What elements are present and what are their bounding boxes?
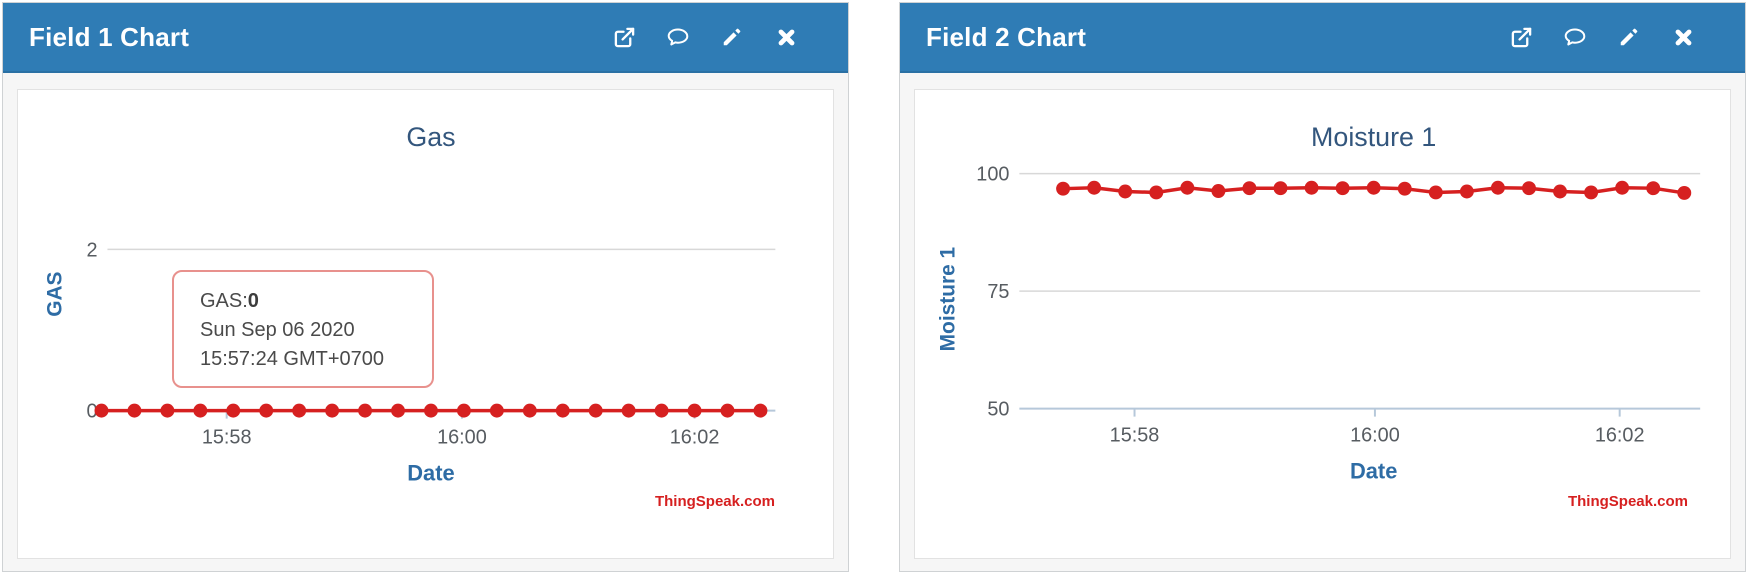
svg-text:GAS: GAS — [44, 271, 67, 316]
close-button[interactable] — [1671, 25, 1695, 49]
svg-text:Moisture 1: Moisture 1 — [1311, 122, 1436, 152]
svg-text:16:00: 16:00 — [437, 426, 487, 448]
panel-toolbar — [612, 25, 798, 49]
svg-text:75: 75 — [987, 281, 1009, 303]
panel-field1-header: Field 1 Chart — [3, 3, 848, 73]
panel-body: Gas GAS 0 2 15:58 16:00 16:02 Date GAS:0 Sun Se… — [3, 73, 848, 571]
comment-button[interactable] — [666, 25, 690, 49]
svg-text:15:58: 15:58 — [202, 426, 252, 448]
tooltip-time: 15:57:24 GMT+0700 — [200, 348, 385, 370]
svg-text:50: 50 — [987, 399, 1009, 421]
svg-text:100: 100 — [976, 164, 1009, 186]
open-external-button[interactable] — [1509, 25, 1533, 49]
edit-pencil-icon — [1620, 28, 1638, 46]
svg-text:Date: Date — [407, 460, 454, 485]
close-icon — [778, 29, 794, 45]
panel-field2: Field 2 Chart — [899, 2, 1746, 572]
svg-text:15:58: 15:58 — [1110, 424, 1160, 446]
svg-text:2: 2 — [86, 239, 97, 261]
panel-title: Field 1 Chart — [29, 21, 190, 52]
svg-text:0: 0 — [86, 401, 97, 423]
svg-text:Gas: Gas — [406, 122, 455, 152]
comment-icon — [1564, 28, 1586, 46]
panel-title: Field 2 Chart — [926, 21, 1087, 52]
thingspeak-link[interactable]: ThingSpeak.com — [1567, 493, 1688, 510]
close-icon — [1675, 29, 1691, 45]
svg-text:16:02: 16:02 — [670, 426, 720, 448]
gas-chart-container: Gas GAS 0 2 15:58 16:00 16:02 Date GAS:0 Sun Se… — [17, 89, 834, 559]
svg-text:Date: Date — [1350, 458, 1397, 483]
comment-icon — [667, 28, 689, 46]
tooltip-value: 0 — [247, 290, 259, 312]
edit-button[interactable] — [1617, 25, 1641, 49]
tooltip-value-line: GAS:0 — [200, 287, 422, 316]
close-button[interactable] — [774, 25, 798, 49]
panel-body: Moisture 1 Moisture 1 50 75 100 15:58 16:00 16:… — [900, 73, 1745, 571]
panel-field1: Field 1 Chart — [2, 2, 849, 572]
svg-text:16:00: 16:00 — [1350, 424, 1400, 446]
chart-tooltip: GAS:0 Sun Sep 06 2020 15:57:24 GMT+0700 — [172, 270, 434, 388]
tooltip-series-label: GAS: — [200, 290, 248, 312]
open-external-button[interactable] — [612, 25, 636, 49]
external-link-icon — [614, 27, 634, 47]
edit-button[interactable] — [720, 25, 744, 49]
external-link-icon — [1511, 27, 1531, 47]
moisture-line-chart[interactable]: Moisture 1 Moisture 1 50 75 100 15:58 16:00 16:… — [915, 90, 1730, 558]
tooltip-date: Sun Sep 06 2020 — [200, 319, 355, 341]
svg-text:Moisture 1: Moisture 1 — [937, 246, 960, 351]
panel-toolbar — [1509, 25, 1695, 49]
svg-text:16:02: 16:02 — [1595, 424, 1645, 446]
edit-pencil-icon — [723, 28, 741, 46]
panel-field2-header: Field 2 Chart — [900, 3, 1745, 73]
moisture-chart-container: Moisture 1 Moisture 1 50 75 100 15:58 16:00 16:… — [914, 89, 1731, 559]
gas-line-chart[interactable]: Gas GAS 0 2 15:58 16:00 16:02 Date — [18, 90, 833, 558]
thingspeak-link[interactable]: ThingSpeak.com — [654, 493, 775, 510]
comment-button[interactable] — [1563, 25, 1587, 49]
